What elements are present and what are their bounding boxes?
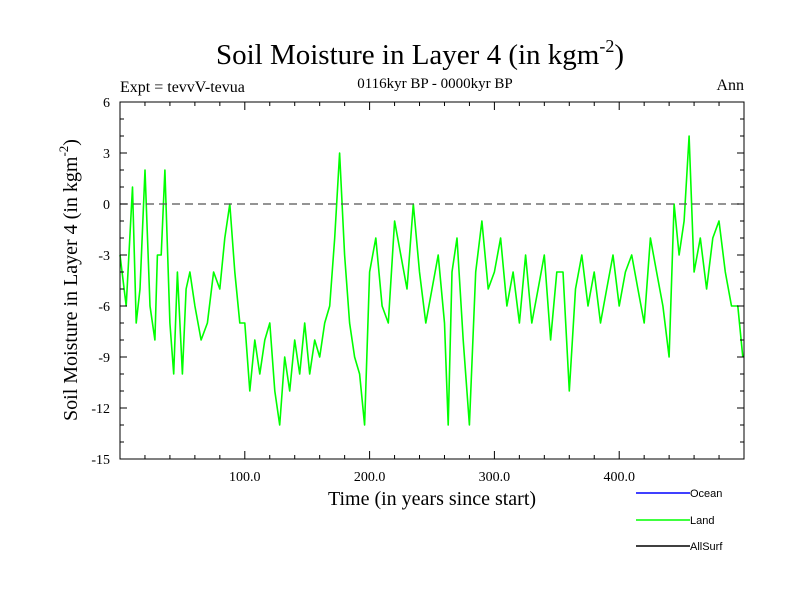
- ticks-layer: 6 3 0 -3 -6 -9 -12 -15 100.0 200.0 300.0 400.0: [91, 96, 744, 485]
- x-tick-label: 400.0: [603, 470, 635, 485]
- chart-title-close: ): [614, 39, 624, 71]
- legend-label-land: Land: [690, 515, 714, 527]
- x-tick-label: 300.0: [479, 470, 511, 485]
- y-tick-label: -9: [98, 351, 110, 366]
- x-tick-label: 200.0: [354, 470, 386, 485]
- chart-title: Soil Moisture in Layer 4 (in kgm-2): [216, 36, 624, 71]
- chart-subtitle: 0116kyr BP - 0000kyr BP: [357, 76, 513, 92]
- x-tick-label: 100.0: [229, 470, 261, 485]
- y-axis-label: Soil Moisture in Layer 4 (in kgm-2): [56, 139, 82, 421]
- expt-label: Expt = tevvV-tevua: [120, 79, 245, 96]
- period-label: Ann: [716, 77, 744, 94]
- y-axis-label-close: ): [60, 139, 82, 146]
- y-axis-label-sup: -2: [56, 146, 71, 157]
- legend-label-allsurf: AllSurf: [690, 541, 723, 553]
- x-axis-label: Time (in years since start): [328, 488, 536, 510]
- legend: Ocean Land AllSurf: [636, 488, 723, 553]
- series-layer: [119, 135, 744, 426]
- y-tick-label: -12: [91, 402, 110, 417]
- y-tick-label: -15: [91, 453, 110, 468]
- series-line-land: [119, 135, 744, 426]
- y-axis-label-group: Soil Moisture in Layer 4 (in kgm-2): [56, 139, 82, 421]
- chart-title-sup: -2: [599, 36, 614, 56]
- y-tick-label: -6: [98, 300, 110, 315]
- y-tick-label: 6: [103, 96, 110, 111]
- y-tick-label: 3: [103, 147, 110, 162]
- y-axis-label-main: Soil Moisture in Layer 4 (in kgm: [60, 156, 82, 421]
- y-tick-label: -3: [98, 249, 110, 264]
- legend-label-ocean: Ocean: [690, 488, 722, 500]
- y-tick-label: 0: [103, 198, 110, 213]
- chart-title-main: Soil Moisture in Layer 4 (in kgm: [216, 39, 600, 71]
- plot-frame: [119, 101, 745, 460]
